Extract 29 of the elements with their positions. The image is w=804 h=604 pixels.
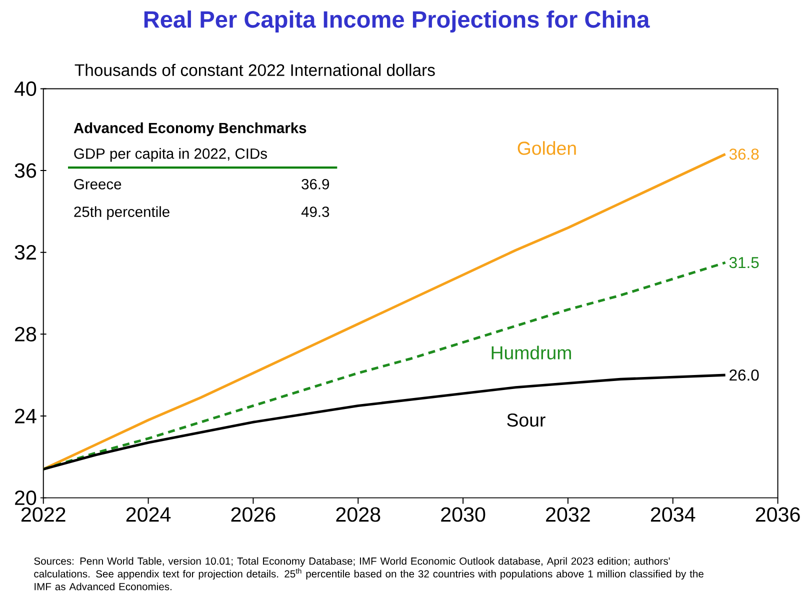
annotation: 25th percentile [74,206,170,220]
series-label: Sour [507,413,546,427]
data-label: 31.5 [729,256,759,268]
text: Sources: Penn World Table, version 10.01; Total Economy Database; IMF World Economic Outlook database, April 2023 edition; authors' calculations. See appendix text for projection details. 25$^{th}$ percentile based on the 32 countries with populations above 1 million classified by the IMF as Advanced Economies. [34,557,704,590]
annotation: Greece [74,178,122,190]
x-tick-label: 2022 [21,507,66,522]
x-tick-label: 2034 [650,507,696,522]
x-tick-label: 2028 [336,507,380,522]
chart-title: Real Per Capita Income Projections for China [144,10,650,32]
text: Golden [518,141,576,155]
x-tick-label: 2036 [756,507,800,522]
annotation: 49.3 [301,206,330,217]
series-label: Humdrum [492,346,571,360]
annotation: GDP per capita in 2022, CIDs [74,148,267,162]
data-label: 26.0 [730,369,759,381]
annotation: Advanced Economy Benchmarks [74,122,306,136]
annotation: 36.9 [302,178,330,190]
x-tick-label: 2030 [441,507,486,522]
y-tick-label: 32 [14,244,36,260]
x-tick-label: 2032 [546,507,590,522]
y-tick-label: 28 [15,326,36,342]
x-tick-label: 2024 [126,507,171,522]
y-tick-label: 36 [14,163,36,178]
y-tick-label: 24 [15,408,36,424]
y-axis-title: Thousands of constant 2022 International dollars [74,64,435,76]
x-tick-label: 2026 [231,507,276,522]
y-tick-label: 20 [15,490,36,505]
data-label: 36.8 [729,148,759,160]
y-tick-label: 40 [14,81,36,96]
